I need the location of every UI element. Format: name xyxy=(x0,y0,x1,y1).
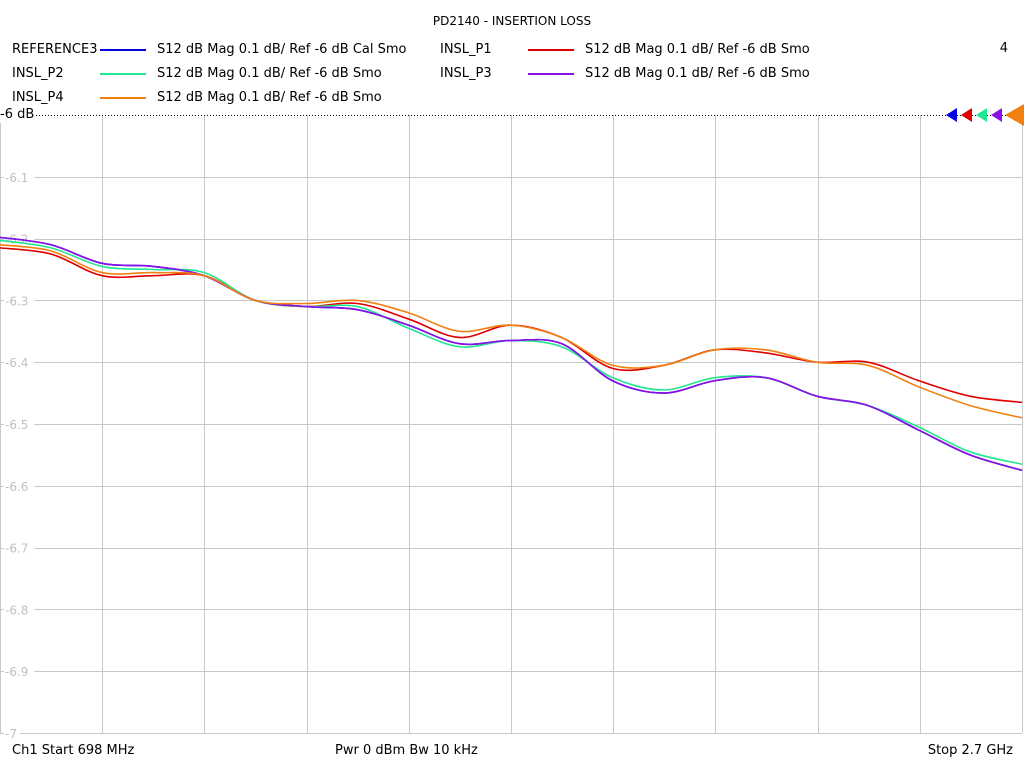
y-tick-label: -7 xyxy=(5,727,17,741)
trace-insl-p3 xyxy=(0,236,1023,472)
y-tick-labels: -6.1-6.2-6.3-6.4-6.5-6.6-6.7-6.8-6.9-7 xyxy=(4,168,34,741)
grid xyxy=(0,115,1023,734)
ref-marker-icon[interactable] xyxy=(991,108,1002,122)
legend-trace-name: INSL_P2 xyxy=(12,66,64,81)
ref-marker-icon[interactable] xyxy=(976,108,987,122)
legend-trace-name: INSL_P4 xyxy=(12,90,64,105)
legend-swatch xyxy=(100,97,146,99)
legend-trace-name: INSL_P1 xyxy=(440,42,492,57)
ref-marker-icon[interactable] xyxy=(961,108,972,122)
footer-start-frequency: Ch1 Start 698 MHz xyxy=(12,743,135,758)
reference-level-label: -6 dB xyxy=(0,107,35,123)
chart-title: PD2140 - INSERTION LOSS xyxy=(432,14,592,28)
footer-stop-frequency: Stop 2.7 GHz xyxy=(927,743,1013,758)
legend-item-insl-p4: INSL_P4 S12 dB Mag 0.1 dB/ Ref -6 dB Smo xyxy=(12,89,432,107)
y-tick-label: -6.3 xyxy=(5,294,28,308)
legend-trace-desc: S12 dB Mag 0.1 dB/ Ref -6 dB Smo xyxy=(585,66,810,81)
legend-swatch xyxy=(528,49,574,51)
trace-insl-p4 xyxy=(0,243,1023,419)
y-tick-label: -6.6 xyxy=(5,480,28,494)
channel-number: 4 xyxy=(999,41,1008,56)
traces xyxy=(0,236,1023,472)
y-tick-label: -6.1 xyxy=(5,171,28,185)
y-tick-label: -6.7 xyxy=(5,542,28,556)
legend-trace-desc: S12 dB Mag 0.1 dB/ Ref -6 dB Smo xyxy=(157,66,382,81)
legend-trace-desc: S12 dB Mag 0.1 dB/ Ref -6 dB Smo xyxy=(157,90,382,105)
ref-marker-icon-active[interactable] xyxy=(1005,104,1024,126)
legend-item-insl-p2: INSL_P2 S12 dB Mag 0.1 dB/ Ref -6 dB Smo xyxy=(12,65,432,83)
legend-item-insl-p3: INSL_P3 S12 dB Mag 0.1 dB/ Ref -6 dB Smo xyxy=(440,65,860,83)
y-tick-label: -6.4 xyxy=(5,356,28,370)
ref-marker-icon[interactable] xyxy=(946,108,957,122)
legend-swatch xyxy=(100,73,146,75)
reference-position-markers[interactable] xyxy=(946,104,1024,126)
y-tick-label: -6.8 xyxy=(5,603,28,617)
y-tick-label: -6.5 xyxy=(5,418,28,432)
legend-swatch xyxy=(100,49,146,51)
legend-item-insl-p1: INSL_P1 S12 dB Mag 0.1 dB/ Ref -6 dB Smo xyxy=(440,41,860,59)
legend-trace-name: REFERENCE3 xyxy=(12,42,98,57)
legend-item-reference3: REFERENCE3 S12 dB Mag 0.1 dB/ Ref -6 dB … xyxy=(12,41,432,59)
legend-trace-name: INSL_P3 xyxy=(440,66,492,81)
legend-swatch xyxy=(528,73,574,75)
legend-trace-desc: S12 dB Mag 0.1 dB/ Ref -6 dB Cal Smo xyxy=(157,42,407,57)
footer-power-bandwidth: Pwr 0 dBm Bw 10 kHz xyxy=(335,743,478,758)
legend-trace-desc: S12 dB Mag 0.1 dB/ Ref -6 dB Smo xyxy=(585,42,810,57)
y-tick-label: -6.9 xyxy=(5,665,28,679)
